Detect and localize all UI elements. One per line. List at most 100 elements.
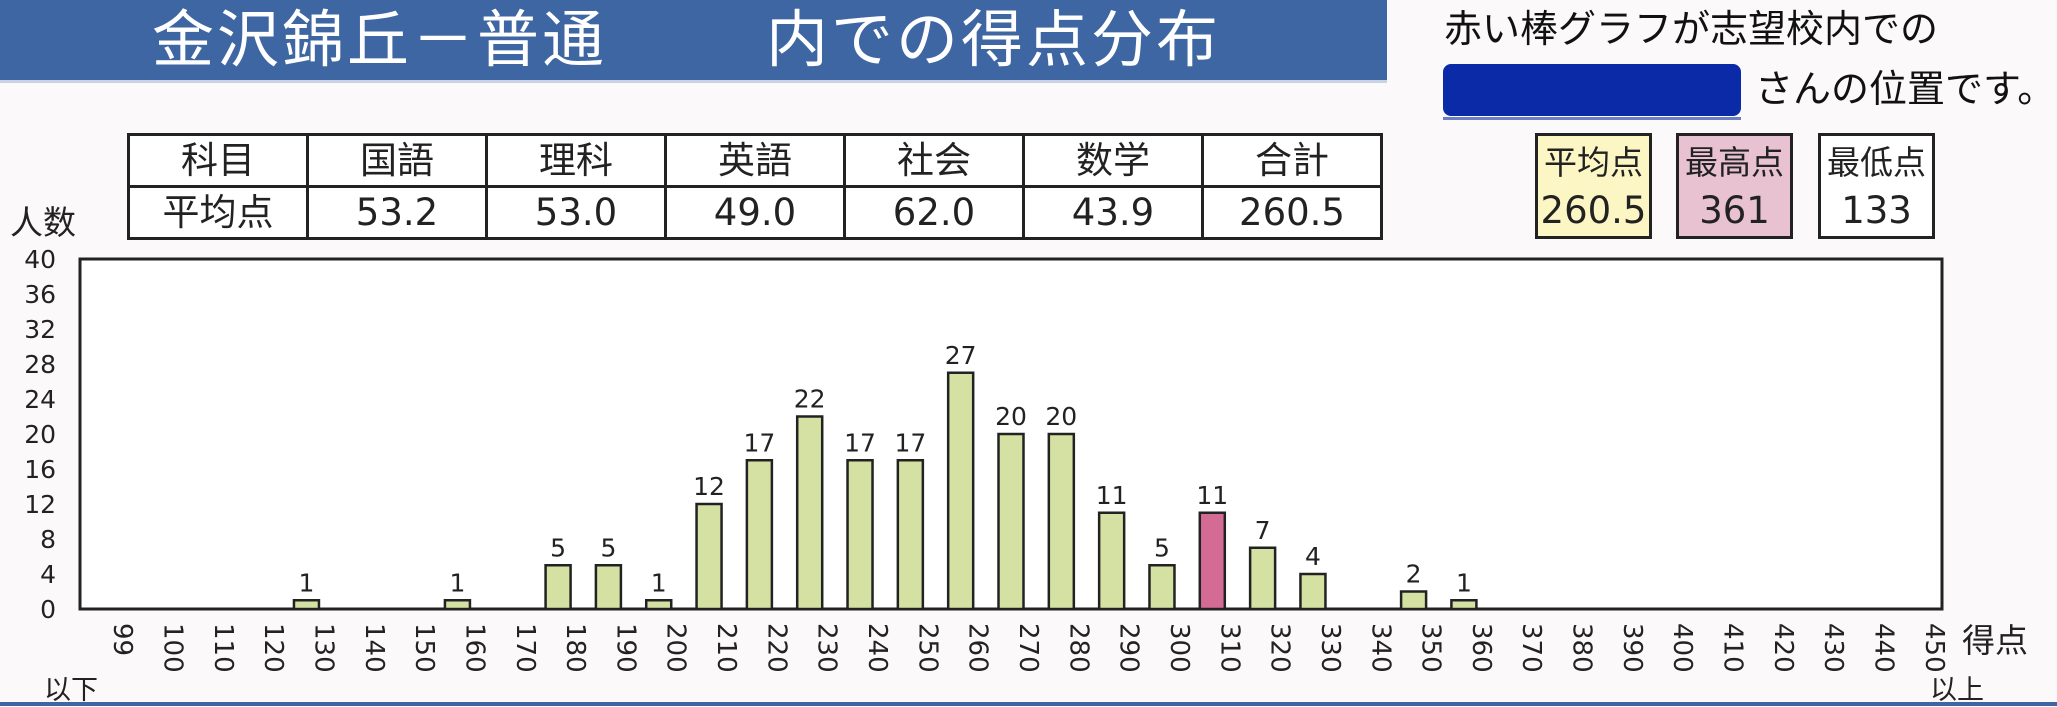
bar	[1450, 599, 1478, 611]
x-tick-label: 160	[459, 623, 489, 673]
bar	[644, 599, 673, 611]
bar	[846, 459, 874, 611]
subject-japanese: 国語	[306, 133, 488, 188]
x-tick-label: 310	[1214, 623, 1244, 673]
note-line-2: さんの位置です。	[1755, 67, 2056, 111]
data-label: 12	[693, 472, 725, 501]
bar	[1299, 572, 1327, 611]
x-tick-label: 380	[1567, 623, 1597, 673]
last-tick-note: 以上	[1930, 675, 1984, 706]
x-tick-label: 100	[157, 623, 187, 673]
x-tick-label: 240	[862, 623, 892, 673]
title-school: 金沢錦丘－普通	[152, 3, 608, 76]
highlight-bar	[1198, 511, 1227, 611]
average-score-box: 平均点 260.5	[1535, 133, 1652, 239]
data-label: 22	[794, 385, 826, 414]
max-score-box: 最高点 361	[1676, 133, 1793, 239]
x-tick-label: 220	[761, 623, 791, 673]
data-label: 5	[1154, 533, 1170, 562]
x-tick-label: 290	[1114, 623, 1144, 673]
first-tick-note: 以下	[44, 675, 98, 706]
bar	[1047, 432, 1076, 611]
title-distribution: 内での得点分布	[766, 3, 1222, 76]
bar	[745, 459, 774, 611]
x-tick-label: 250	[912, 623, 942, 673]
y-tick-label: 32	[24, 315, 56, 344]
data-label: 5	[600, 533, 616, 562]
x-tick-label: 430	[1818, 623, 1848, 673]
bar	[443, 599, 472, 611]
bar	[795, 415, 824, 611]
y-tick-label: 20	[24, 420, 56, 449]
average-row: 平均点 53.2 53.0 49.0 62.0 43.9 260.5	[127, 185, 1383, 240]
average-english: 49.0	[664, 185, 846, 240]
average-header-cell: 平均点	[127, 185, 309, 240]
data-label: 17	[844, 428, 876, 457]
y-tick-label: 4	[40, 560, 56, 589]
x-tick-label: 190	[610, 623, 640, 673]
x-tick-label: 340	[1365, 623, 1395, 673]
x-tick-label: 320	[1265, 623, 1295, 673]
data-label: 20	[995, 402, 1027, 431]
data-label: 11	[1096, 481, 1128, 510]
title-banner: 金沢錦丘－普通 内での得点分布	[0, 0, 1387, 80]
average-science: 53.0	[485, 185, 667, 240]
bar	[896, 459, 925, 611]
data-label: 1	[1456, 568, 1472, 597]
subject-row: 科目 国語 理科 英語 社会 数学 合計	[127, 133, 1383, 188]
redacted-name	[1443, 64, 1741, 116]
y-tick-label: 36	[24, 280, 56, 309]
average-social: 62.0	[843, 185, 1025, 240]
note-line-1: 赤い棒グラフが志望校内での	[1444, 7, 1939, 51]
bar	[695, 502, 723, 611]
x-tick-label: 180	[560, 623, 590, 673]
bar	[1248, 546, 1277, 611]
x-tick-label: 280	[1063, 623, 1093, 673]
x-tick-label: 130	[308, 623, 338, 673]
x-tick-label: 360	[1466, 623, 1496, 673]
y-tick-label: 40	[24, 245, 56, 274]
x-tick-label: 410	[1718, 623, 1748, 673]
bar	[1399, 590, 1428, 611]
data-label: 5	[550, 533, 566, 562]
x-tick-label: 270	[1013, 623, 1043, 673]
bar	[946, 371, 975, 611]
x-tick-label: 440	[1869, 623, 1899, 673]
subject-math: 数学	[1022, 133, 1204, 188]
bottom-rule	[0, 702, 2057, 706]
min-score-box: 最低点 133	[1818, 133, 1935, 239]
average-math: 43.9	[1022, 185, 1204, 240]
bar	[594, 564, 623, 611]
data-label: 7	[1255, 516, 1271, 545]
data-label: 1	[651, 568, 667, 597]
average-score-table: 科目 国語 理科 英語 社会 数学 合計 平均点 53.2 53.0 49.0 …	[127, 133, 1383, 240]
x-tick-label: 230	[812, 623, 842, 673]
x-tick-label: 99	[107, 623, 137, 656]
y-tick-label: 24	[24, 385, 56, 414]
data-label: 17	[743, 428, 775, 457]
max-score-value: 361	[1699, 189, 1770, 232]
redacted-underline	[1443, 117, 1741, 120]
y-tick-label: 0	[40, 595, 56, 624]
subject-science: 理科	[485, 133, 667, 188]
subject-total: 合計	[1201, 133, 1383, 188]
subject-social: 社会	[843, 133, 1025, 188]
x-tick-label: 120	[258, 623, 288, 673]
x-tick-label: 140	[359, 623, 389, 673]
bar	[997, 432, 1025, 611]
x-tick-label: 170	[510, 623, 540, 673]
bar	[292, 599, 321, 611]
x-tick-label: 370	[1516, 623, 1546, 673]
x-tick-label: 400	[1667, 623, 1697, 673]
x-tick-label: 260	[963, 623, 993, 673]
x-tick-label: 200	[661, 623, 691, 673]
bar	[1148, 564, 1176, 611]
y-axis-label: 人数	[10, 203, 76, 242]
data-label: 1	[299, 568, 315, 597]
x-tick-label: 150	[409, 623, 439, 673]
min-score-value: 133	[1841, 189, 1912, 232]
average-japanese: 53.2	[306, 185, 488, 240]
max-score-label: 最高点	[1685, 143, 1784, 182]
data-label: 27	[945, 341, 977, 370]
